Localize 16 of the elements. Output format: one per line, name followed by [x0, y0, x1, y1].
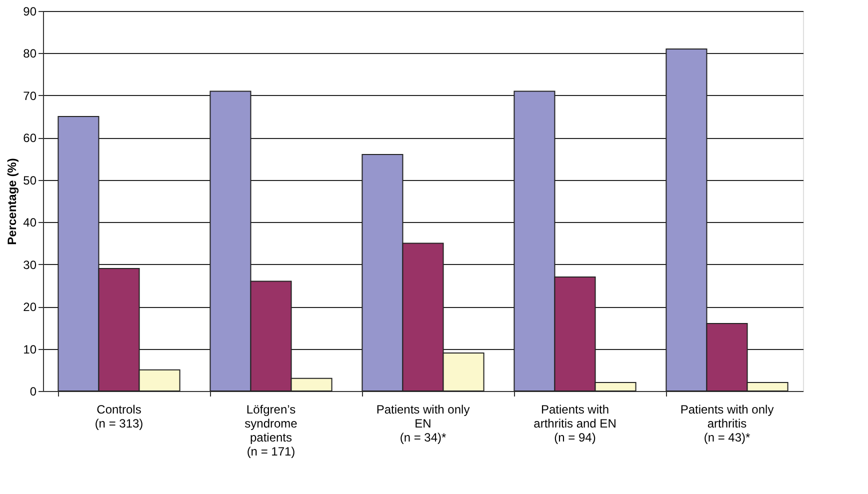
y-tick-label: 20 — [23, 300, 37, 314]
x-tick-label: Controls (n = 313) — [94, 402, 144, 430]
y-tick-label: 40 — [23, 216, 37, 230]
y-tick-label: 80 — [23, 46, 37, 61]
x-tick-label: Patients with only arthritis (n = 43)* — [680, 402, 774, 444]
x-tick-label: Patients with arthritis and EN (n = 94) — [534, 402, 616, 444]
y-tick-label: 90 — [23, 4, 37, 18]
y-tick-label: 70 — [23, 88, 37, 103]
y-axis-title: Percentage (%) — [5, 158, 20, 245]
y-tick-label: 10 — [23, 342, 37, 356]
y-tick-label: 60 — [23, 131, 37, 146]
y-tick-label: 30 — [23, 258, 37, 272]
y-tick-label: 0 — [30, 384, 37, 398]
x-tick-label: Patients with only EN (n = 34)* — [376, 402, 470, 444]
y-tick-label: 50 — [23, 173, 37, 188]
x-tick-label: Löfgren’s syndrome patients (n = 171) — [244, 402, 298, 458]
